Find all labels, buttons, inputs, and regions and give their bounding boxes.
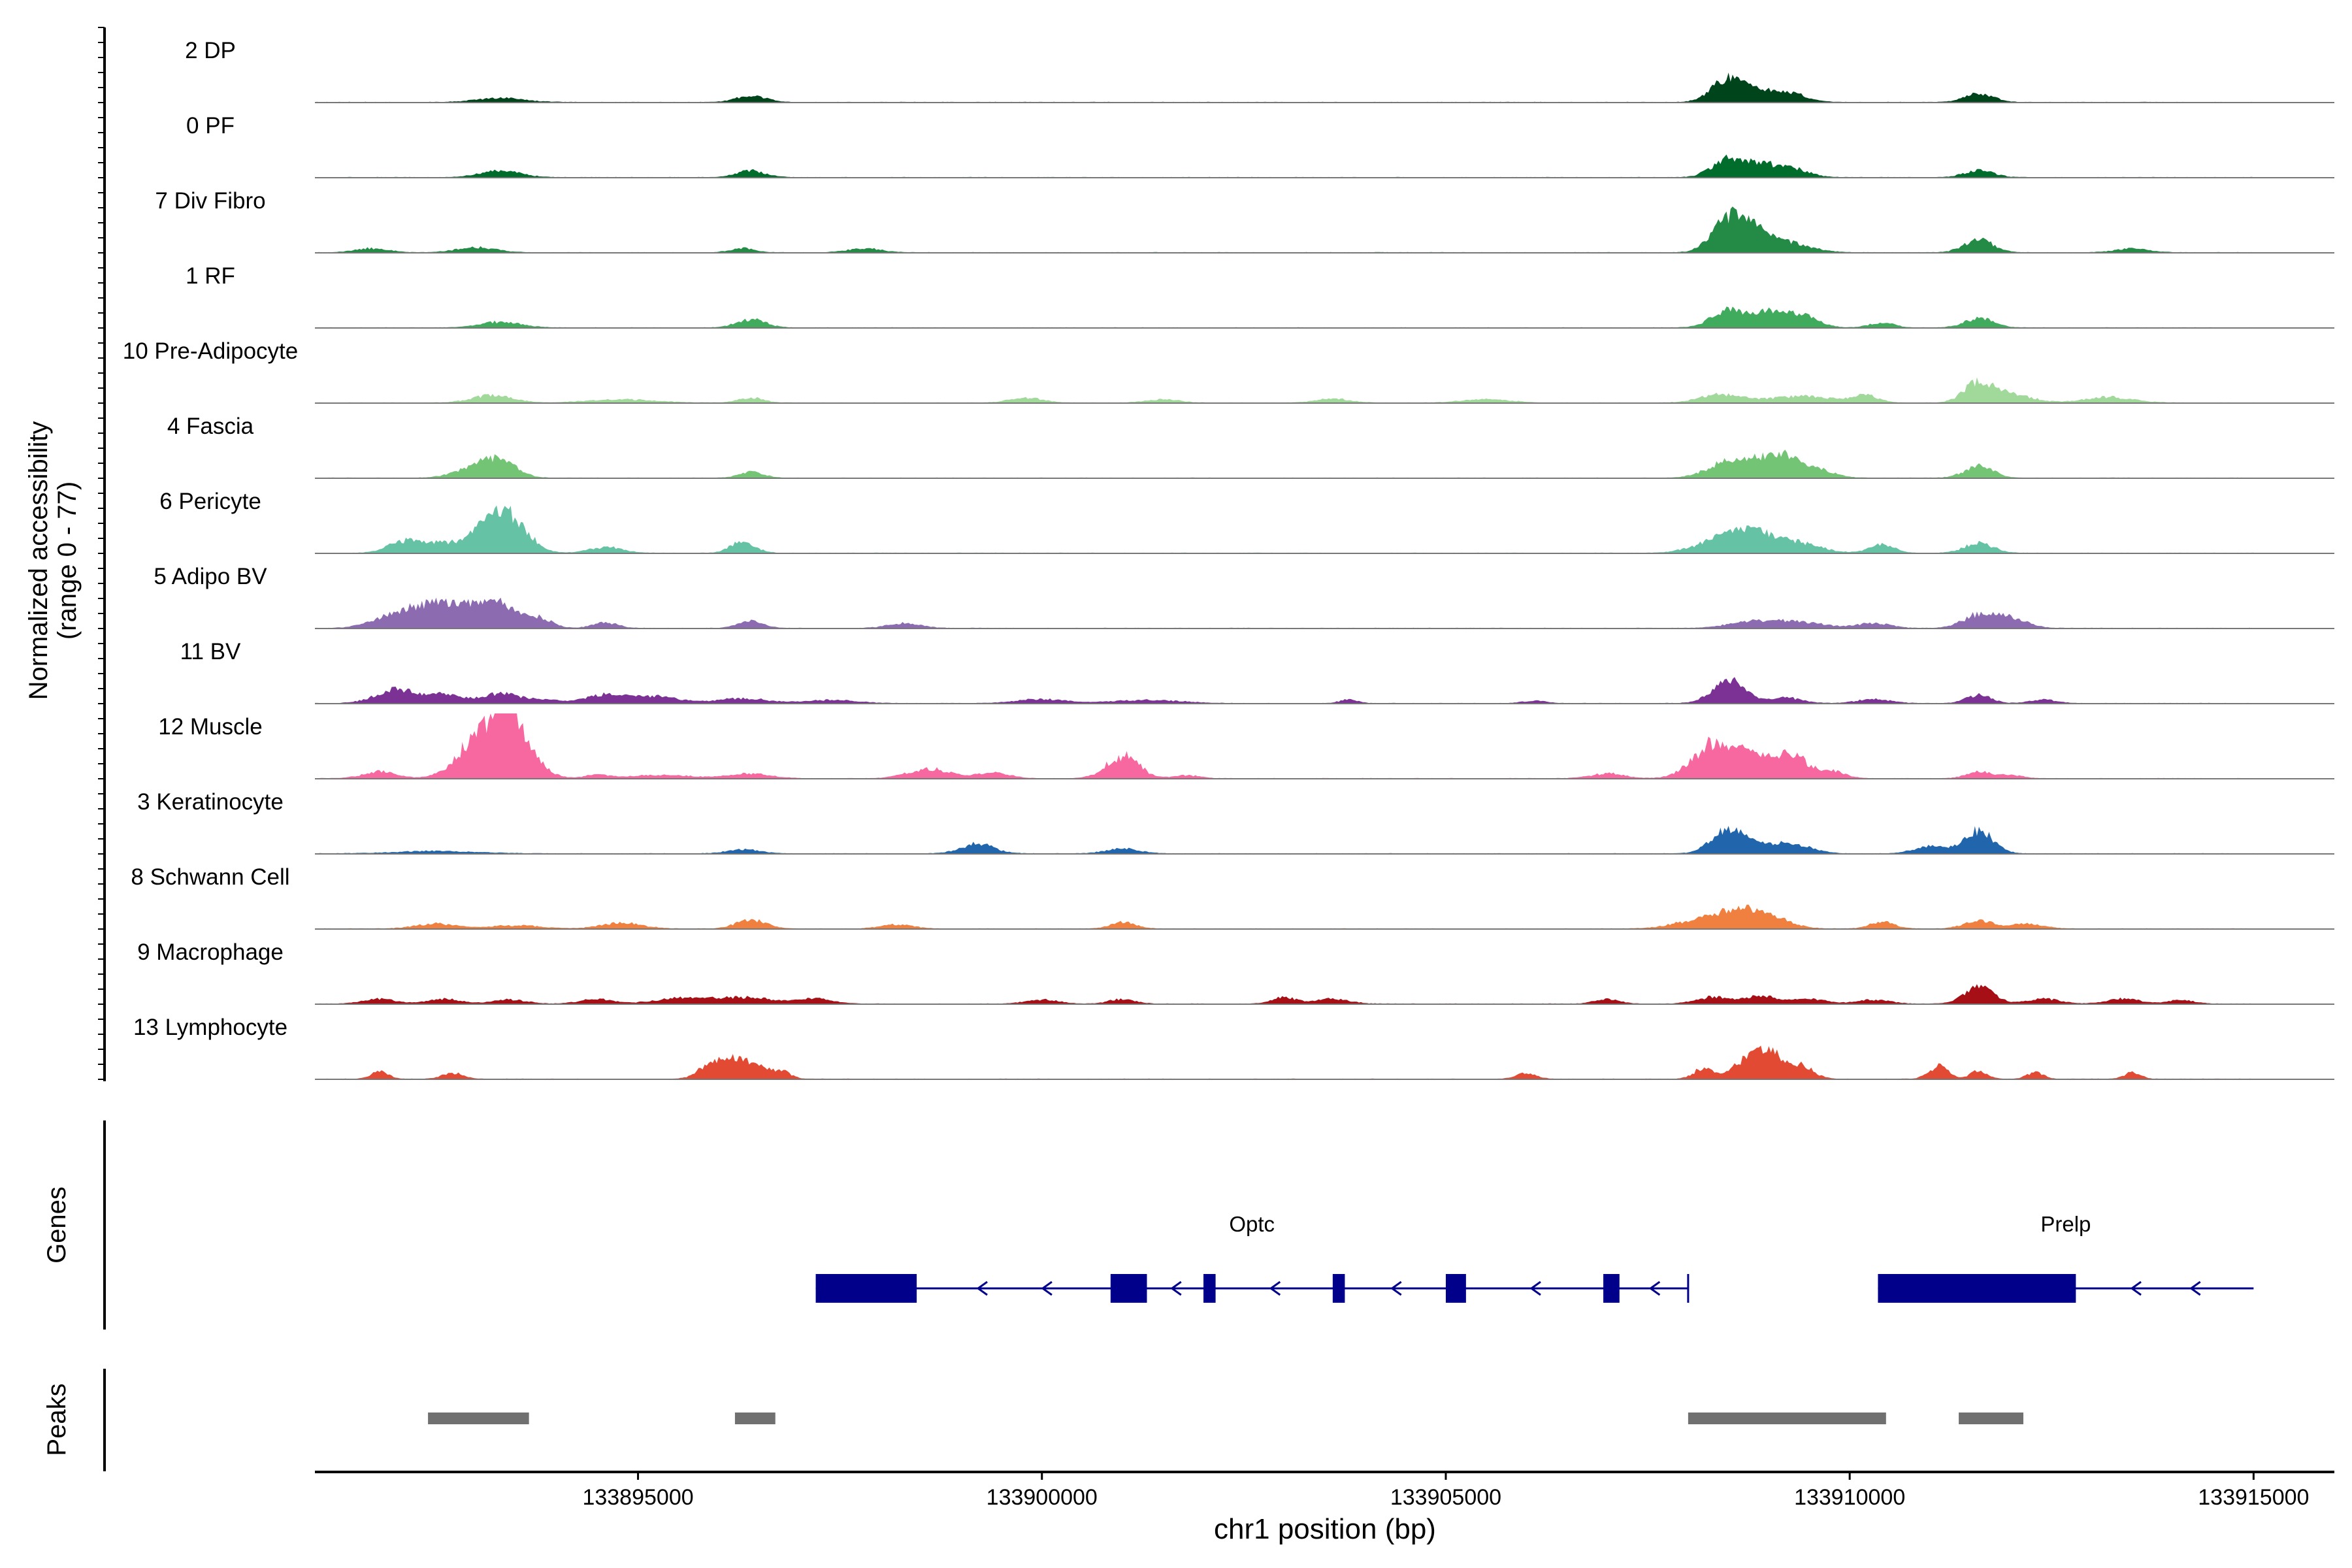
genes-panel: Genes Optc Prelp [42, 1120, 2254, 1330]
strand-arrow [976, 1281, 988, 1296]
x-axis-ticks: 133895000 133900000 133905000 133910000 1339… [582, 1472, 2309, 1510]
strand-arrow [1529, 1281, 1541, 1296]
track-label: 5 Adipo BV [154, 564, 267, 589]
track-label: 10 Pre-Adipocyte [123, 338, 298, 364]
strand-arrow [2130, 1281, 2142, 1296]
track-label: 3 Keratinocyte [137, 789, 284, 815]
x-tick-label: 133905000 [1390, 1485, 1501, 1510]
strand-arrow [2189, 1281, 2201, 1296]
peak-region [1688, 1413, 1886, 1424]
gene-exon [1332, 1274, 1345, 1303]
y-axis-title-line-1: Normalized accessibility [24, 421, 53, 700]
track-6-pericyte: 6 Pericyte [159, 489, 2334, 554]
coverage-area [315, 449, 2254, 478]
x-tick-label: 133900000 [987, 1485, 1098, 1510]
coverage-y-axis-ticks [98, 27, 105, 1080]
track-label: 11 BV [180, 639, 241, 664]
coverage-area [315, 206, 2254, 253]
track-label: 0 PF [186, 113, 235, 139]
x-axis: 133895000 133900000 133905000 133910000 1339… [315, 1471, 2334, 1545]
track-3-keratinocyte: 3 Keratinocyte [137, 789, 2334, 855]
coverage-area [315, 826, 2254, 854]
track-4-fascia: 4 Fascia [167, 414, 2334, 479]
coverage-area [315, 984, 2254, 1004]
coverage-area [315, 73, 2254, 103]
peak-region [734, 1413, 776, 1424]
gene-prelp: Prelp [1878, 1212, 2254, 1303]
coverage-area [315, 713, 2254, 779]
track-label: 8 Schwann Cell [131, 864, 289, 890]
gene-exon [1603, 1274, 1620, 1303]
x-tick-label: 133915000 [2198, 1485, 2309, 1510]
peak-region [428, 1413, 529, 1424]
coverage-area [315, 377, 2254, 403]
track-2-dp: 2 DP [185, 38, 2334, 103]
track-label: 1 RF [186, 263, 235, 289]
track-label: 4 Fascia [167, 414, 254, 439]
y-axis-title-line-2: (range 0 - 77) [53, 482, 82, 640]
peak-regions [428, 1413, 2023, 1424]
track-label: 6 Pericyte [159, 489, 261, 514]
track-7-div-fibro: 7 Div Fibro [155, 188, 2334, 253]
track-0-pf: 0 PF [186, 113, 2334, 178]
gene-exon [1445, 1274, 1466, 1303]
coverage-area [315, 904, 2254, 929]
strand-arrow [1648, 1281, 1661, 1296]
coverage-tracks: 2 DP 0 PF 7 Div Fibro 1 RF 10 Pre-Adipocyte 4… [123, 38, 2334, 1080]
coverage-area [315, 505, 2254, 553]
coverage-area [315, 1045, 2254, 1079]
coverage-area [315, 306, 2254, 328]
track-9-macrophage: 9 Macrophage [137, 939, 2334, 1005]
gene-exon [1110, 1274, 1147, 1303]
track-label: 7 Div Fibro [155, 188, 265, 214]
peaks-panel: Peaks [42, 1369, 2023, 1471]
gene-exon [815, 1274, 917, 1303]
gene-label: Prelp [2040, 1212, 2091, 1236]
track-8-schwann-cell: 8 Schwann Cell [131, 864, 2334, 930]
gene-optc: Optc [815, 1212, 1690, 1303]
track-12-muscle: 12 Muscle [158, 713, 2334, 779]
y-axis-title: Normalized accessibility (range 0 - 77) [24, 421, 82, 700]
coverage-y-axis [98, 27, 106, 1081]
genes-axis-label: Genes [42, 1186, 71, 1264]
track-label: 13 Lymphocyte [133, 1015, 287, 1040]
coverage-area [315, 677, 2254, 704]
track-label: 12 Muscle [158, 714, 263, 740]
peaks-axis-label: Peaks [42, 1383, 71, 1456]
peak-region [1959, 1413, 2023, 1424]
strand-arrow [1390, 1281, 1402, 1296]
track-5-adipo-bv: 5 Adipo BV [154, 564, 2334, 629]
strand-arrow [1041, 1281, 1053, 1296]
strand-arrow [1170, 1281, 1182, 1296]
strand-arrow [1269, 1281, 1281, 1296]
gene-exon [1203, 1274, 1216, 1303]
track-13-lymphocyte: 13 Lymphocyte [133, 1015, 2334, 1080]
gene-label: Optc [1229, 1212, 1275, 1236]
x-tick-label: 133910000 [1794, 1485, 1905, 1510]
track-10-pre-adipocyte: 10 Pre-Adipocyte [123, 338, 2334, 404]
track-label: 2 DP [185, 38, 236, 63]
x-axis-title: chr1 position (bp) [1214, 1513, 1436, 1545]
x-tick-label: 133895000 [582, 1485, 693, 1510]
track-11-bv: 11 BV [180, 639, 2334, 704]
gene-models: Optc Prelp [815, 1212, 2254, 1303]
track-label: 9 Macrophage [137, 939, 284, 965]
track-1-rf: 1 RF [186, 263, 2334, 329]
coverage-area [315, 597, 2254, 629]
coverage-area [315, 154, 2254, 178]
gene-exon [1878, 1274, 2076, 1303]
